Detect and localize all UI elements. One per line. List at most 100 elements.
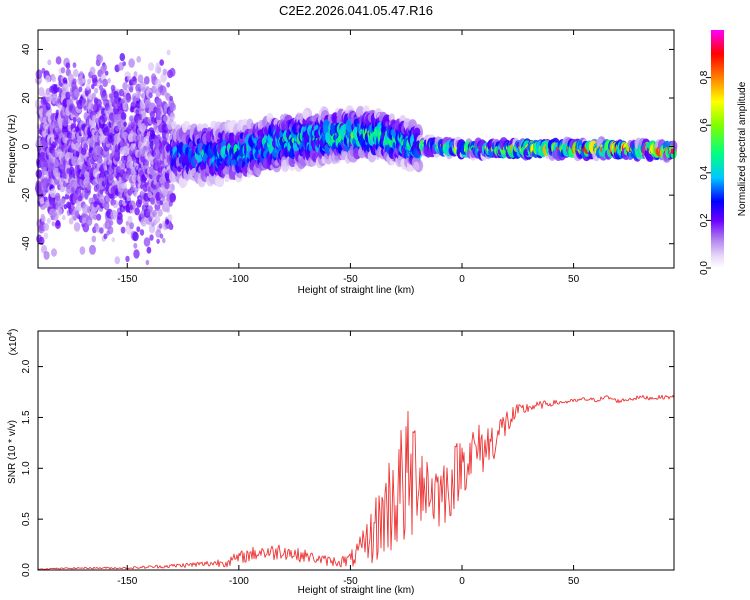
spectrogram-cell bbox=[88, 93, 93, 100]
spectrogram-cell bbox=[91, 122, 96, 129]
spectrogram-cell bbox=[53, 159, 60, 168]
spectrogram-cell bbox=[112, 199, 117, 206]
spectrogram-cell bbox=[119, 187, 124, 194]
spectrogram-cell bbox=[162, 187, 169, 197]
spectrogram-cell bbox=[72, 62, 77, 68]
figure-title: C2E2.2026.041.05.47.R16 bbox=[279, 3, 433, 18]
spectrogram-cell bbox=[149, 130, 155, 138]
spectrogram-cell bbox=[75, 150, 80, 157]
spectrogram-cell bbox=[83, 105, 87, 111]
spectrogram-cell bbox=[155, 154, 161, 161]
spectrogram-cell bbox=[65, 91, 71, 100]
spectrogram-cell bbox=[169, 192, 177, 203]
spectrogram-cell bbox=[141, 112, 147, 119]
spectrogram-cell bbox=[136, 226, 141, 233]
spectrogram-cell bbox=[159, 233, 164, 239]
spectrogram-cell bbox=[96, 213, 102, 221]
spectrogram-cell bbox=[162, 237, 166, 244]
spectrogram-cell bbox=[155, 110, 163, 121]
spectrogram-cell bbox=[117, 181, 123, 189]
spectrogram-cell bbox=[101, 91, 108, 102]
spectrogram-cell bbox=[81, 97, 86, 104]
spectrogram-cell bbox=[72, 78, 77, 85]
spectrogram-cell bbox=[43, 223, 49, 231]
spectrogram-cell bbox=[99, 227, 104, 234]
spectrogram-cell bbox=[138, 199, 143, 205]
spectrogram-cell bbox=[164, 172, 170, 180]
spectrogram-cell bbox=[123, 121, 127, 127]
spectrogram-cell bbox=[104, 70, 109, 76]
spectrogram-cell bbox=[151, 73, 157, 81]
spectrogram-cell bbox=[42, 189, 47, 196]
spectrogram-cell bbox=[111, 237, 116, 243]
spectrogram-cell bbox=[156, 67, 162, 74]
spectrogram-cell bbox=[149, 111, 155, 119]
spectrogram-cell bbox=[57, 116, 62, 123]
spectrogram-cell bbox=[125, 94, 132, 103]
spectrogram-cell bbox=[102, 78, 108, 88]
spectrogram-cell bbox=[103, 201, 110, 211]
spectrogram-cell bbox=[129, 222, 135, 230]
spectrogram-cell bbox=[167, 214, 173, 222]
spectrogram-cell bbox=[45, 102, 51, 111]
spectrogram-cell bbox=[166, 207, 170, 213]
spectrogram-cell bbox=[150, 116, 155, 123]
spectrogram-cell bbox=[125, 255, 130, 263]
spectrogram-cell bbox=[54, 220, 61, 230]
spectrogram-cell bbox=[237, 172, 243, 179]
spectrogram-cell bbox=[122, 61, 126, 67]
spectrogram-cell bbox=[56, 149, 63, 158]
spectrogram-cell bbox=[43, 232, 49, 240]
spectrogram-cell bbox=[127, 215, 133, 224]
spectrogram-cell bbox=[122, 102, 128, 111]
spectrogram-cell bbox=[155, 97, 162, 107]
spectrogram-cell bbox=[114, 256, 121, 265]
spectrogram-cell bbox=[413, 161, 420, 171]
spectrogram-cell bbox=[39, 197, 45, 205]
spectrogram-cell bbox=[159, 59, 164, 66]
spectrogram-cell bbox=[110, 209, 118, 220]
spectrogram-cell bbox=[81, 147, 87, 156]
spectrogram-cells bbox=[34, 49, 678, 266]
spectrogram-cell bbox=[60, 67, 66, 74]
spectrogram-cell bbox=[45, 75, 51, 83]
spectrogram-cell bbox=[120, 226, 126, 234]
spectrogram-cell bbox=[85, 83, 91, 90]
spectrogram-cell bbox=[160, 73, 167, 83]
spectrogram-cell bbox=[35, 169, 42, 179]
spectrogram-cell bbox=[97, 156, 103, 164]
spectrogram-cell bbox=[161, 195, 166, 202]
spectrogram-cell bbox=[62, 118, 68, 127]
spectrogram-cell bbox=[133, 191, 138, 198]
spectrogram-cell bbox=[143, 76, 150, 85]
spectrogram-cell bbox=[46, 217, 51, 224]
spectrogram-cell bbox=[55, 56, 62, 65]
spectrogram-cell bbox=[40, 96, 48, 106]
spectrogram-cell bbox=[140, 147, 146, 157]
spectrogram-cell bbox=[66, 168, 71, 174]
spectrogram-cell bbox=[148, 92, 153, 99]
spectrogram-cell bbox=[107, 226, 114, 235]
spectrogram-cell bbox=[85, 216, 93, 227]
spectrogram-cell bbox=[92, 77, 99, 87]
spectrogram-cell bbox=[87, 78, 92, 85]
spectrogram-cell bbox=[68, 81, 73, 88]
spectrogram-cell bbox=[129, 187, 134, 193]
spectrogram-cell bbox=[143, 237, 151, 247]
spectrogram-cell bbox=[110, 84, 116, 92]
spectrogram-cell bbox=[78, 86, 83, 93]
spectrogram-cell bbox=[133, 249, 140, 259]
spectrogram-cell bbox=[95, 98, 102, 108]
spectrogram-cell bbox=[152, 209, 158, 217]
spectrogram-cell bbox=[133, 71, 138, 78]
spectrogram-cell bbox=[168, 183, 175, 193]
spectrogram-cell bbox=[107, 77, 111, 84]
spectrogram-cell bbox=[65, 62, 71, 69]
spectrogram-cell bbox=[122, 145, 130, 156]
spectrogram-cell bbox=[127, 75, 131, 81]
spectrogram-cell bbox=[161, 123, 169, 133]
spectrogram-cell bbox=[136, 91, 141, 98]
spectrogram-cell bbox=[157, 208, 163, 217]
spectrogram-cell bbox=[149, 234, 154, 241]
